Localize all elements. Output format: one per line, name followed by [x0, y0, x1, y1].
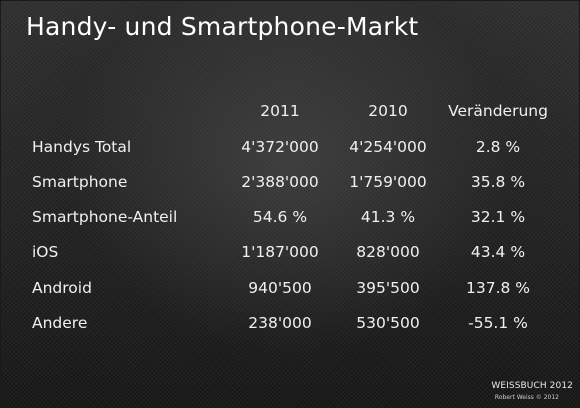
cell-change: 35.8 %: [470, 173, 526, 191]
cell-2010: 41.3 %: [360, 208, 416, 226]
cell-change: -55.1 %: [468, 314, 528, 332]
cell-change: 32.1 %: [470, 208, 526, 226]
cell-2011: 1'187'000: [241, 243, 319, 261]
cell-2010: 395'500: [356, 279, 420, 297]
cell-2010: 828'000: [356, 243, 420, 261]
slide-title: Handy- und Smartphone-Markt: [26, 12, 419, 41]
cell-2010: 530'500: [356, 314, 420, 332]
cell-2011: 4'372'000: [241, 138, 319, 156]
row-label-ios: iOS: [32, 243, 59, 261]
cell-change: 137.8 %: [465, 279, 531, 297]
row-label-handys-total: Handys Total: [32, 138, 132, 156]
cell-2010: 1'759'000: [349, 173, 427, 191]
cell-2011: 940'500: [248, 279, 312, 297]
column-header-change: Veränderung: [448, 102, 548, 120]
row-label-smartphone-anteil: Smartphone-Anteil: [32, 208, 178, 226]
row-label-smartphone: Smartphone: [32, 173, 128, 191]
footer-brand: WEISSBUCH 2012: [491, 381, 573, 391]
row-label-android: Android: [32, 279, 92, 297]
cell-change: 43.4 %: [470, 243, 526, 261]
row-label-andere: Andere: [32, 314, 88, 332]
cell-2010: 4'254'000: [349, 138, 427, 156]
column-header-2010: 2010: [368, 102, 408, 120]
cell-2011: 238'000: [248, 314, 312, 332]
footer-copyright: Robert Weiss © 2012: [494, 394, 559, 401]
cell-2011: 54.6 %: [252, 208, 308, 226]
cell-2011: 2'388'000: [241, 173, 319, 191]
cell-change: 2.8 %: [475, 138, 521, 156]
column-header-2011: 2011: [260, 102, 300, 120]
